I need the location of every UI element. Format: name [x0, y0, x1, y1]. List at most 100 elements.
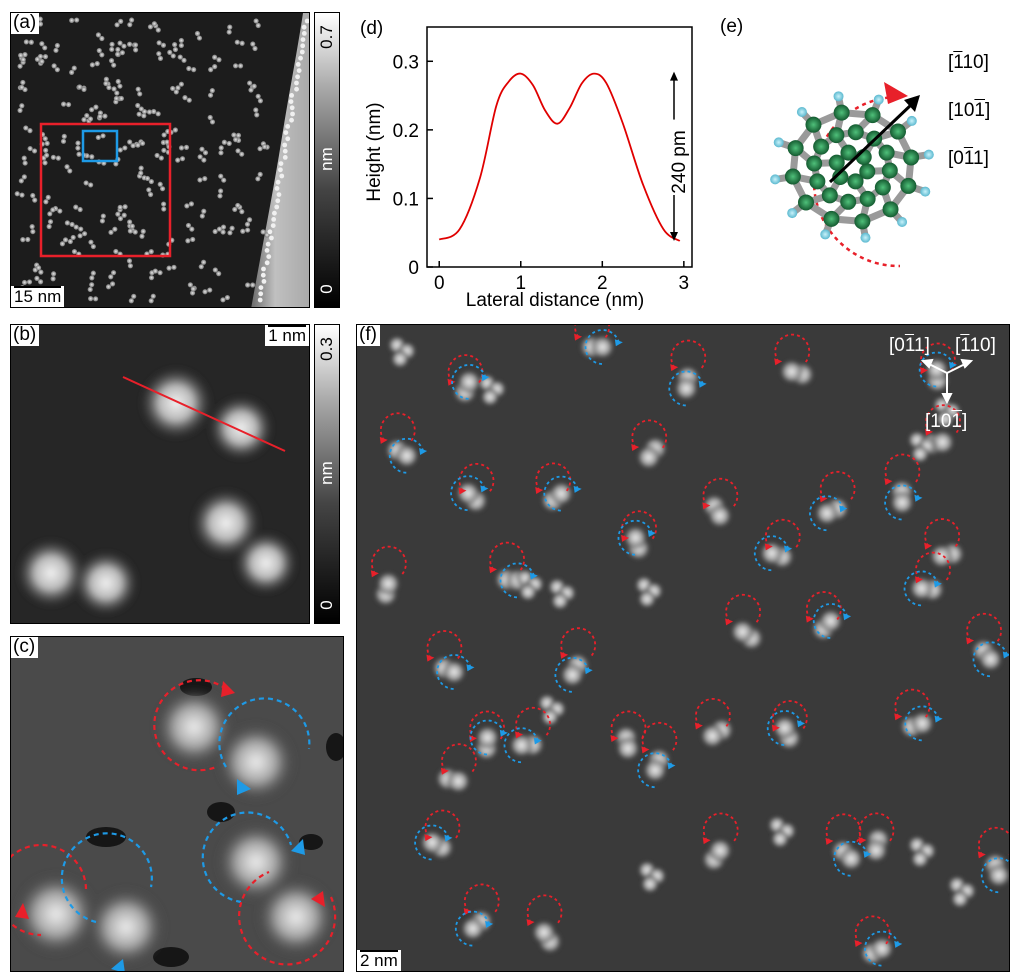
step-edge-molecule	[279, 173, 285, 179]
molecule-dot	[115, 78, 121, 85]
carbon-atom	[847, 124, 864, 141]
molecule-dot	[54, 42, 60, 49]
rotation-arc	[854, 915, 891, 945]
height-profile-chart: (d) 0 1 2 3 0 0.1 0.2 0.3 Lateral distance (nm)…	[360, 18, 693, 311]
panel-e-molecule: (e) [110] [101] [011]	[712, 12, 1010, 312]
molecule-dot	[250, 282, 256, 288]
rotation-arrowhead	[894, 940, 903, 948]
molecule-dot	[114, 22, 120, 28]
step-edge-molecule	[260, 272, 266, 278]
step-edge-molecule	[272, 210, 277, 216]
molecule-dot	[43, 152, 50, 158]
rotation-arrowhead	[819, 495, 828, 503]
molecule-dot	[126, 258, 133, 264]
rotation-arc	[560, 627, 597, 657]
molecule-dot	[99, 218, 106, 224]
rotation-arrowhead	[480, 485, 489, 493]
molecule-dot	[224, 294, 231, 301]
molecule-dot	[53, 47, 59, 53]
molecule-dot	[88, 239, 94, 245]
rotation-arc	[668, 370, 704, 407]
molecule-dot	[185, 222, 192, 229]
molecule-dot	[161, 132, 167, 138]
rotation-arc	[463, 883, 500, 913]
panel-d-label: (d)	[360, 18, 383, 39]
rotation-arrowhead	[1002, 651, 1009, 659]
molecule-dot	[118, 95, 124, 102]
molecule-dot	[90, 270, 96, 276]
rotation-arrowhead	[774, 358, 783, 366]
step-edge-molecule	[274, 204, 280, 210]
molecule-dot	[201, 157, 207, 163]
molecule-dot	[37, 279, 44, 285]
molecule-dot	[109, 46, 115, 52]
molecule-dot	[207, 114, 213, 121]
molecule-dot	[254, 112, 260, 118]
direction-label-1: [110]	[948, 52, 989, 73]
molecule	[758, 540, 785, 567]
rotation-arc	[805, 591, 842, 620]
carbon-atom	[878, 144, 895, 161]
molecule-dot	[171, 264, 177, 270]
panel-a-stm-image: (a) 15 nm	[10, 12, 310, 308]
molecule-dot	[172, 42, 178, 48]
molecule	[673, 375, 700, 402]
molecule-dot	[160, 42, 167, 48]
rotation-arrowhead	[933, 580, 942, 588]
rotation-arc	[370, 545, 407, 575]
molecule	[445, 768, 472, 795]
molecule-dot	[67, 238, 73, 245]
direction-label-2: [101]	[948, 100, 991, 121]
molecule-dot	[105, 284, 112, 290]
rotation-arrowhead	[499, 729, 508, 737]
carbon-atom	[903, 149, 920, 166]
molecule-dot	[103, 80, 109, 87]
rotation-arc	[499, 562, 535, 599]
rotation-arrowhead	[515, 731, 524, 739]
molecule-dot	[99, 52, 105, 58]
molecule-dot	[127, 22, 133, 28]
molecule-dot	[39, 41, 45, 47]
colorbar-a-unit: nm	[317, 147, 336, 171]
molecule-dot	[22, 160, 28, 166]
molecule-dot	[161, 206, 167, 212]
carbon-atom	[809, 173, 826, 190]
molecule-dot	[190, 236, 196, 243]
molecule-dot	[103, 76, 109, 82]
rotation-arc	[554, 657, 590, 693]
rotation-arc	[925, 404, 961, 434]
rotation-arc	[388, 437, 424, 474]
molecule-dot	[226, 140, 232, 147]
molecule-dot	[111, 86, 117, 92]
rotation-arrowhead	[424, 834, 433, 842]
compass-label-left: [011]	[889, 335, 930, 356]
step-edge-molecule	[294, 86, 299, 92]
rotation-arrowhead	[647, 529, 656, 537]
molecule	[706, 502, 733, 529]
rotation-arrowhead	[915, 576, 924, 584]
molecule	[771, 714, 798, 741]
step-edge-molecule	[269, 235, 274, 241]
molecule-dot	[31, 148, 38, 154]
panel-f-image	[357, 325, 1009, 971]
molecule-dot	[148, 178, 154, 185]
molecule-dot	[42, 160, 48, 166]
molecule-dot	[94, 61, 100, 67]
panel-a-image	[11, 13, 309, 307]
molecule-dot	[147, 24, 154, 30]
y-tick-label: 0.1	[393, 189, 419, 210]
molecule-dot	[96, 47, 102, 54]
rotation-arrowhead	[426, 654, 435, 662]
molecule-dot	[178, 81, 184, 87]
rotation-arc	[489, 541, 525, 571]
molecule-dot	[51, 63, 57, 69]
molecule	[778, 358, 805, 385]
carbon-atom	[832, 169, 849, 186]
molecule-dot	[156, 40, 162, 46]
molecule-dot	[89, 107, 95, 113]
molecule-dot	[253, 18, 259, 24]
panel-b-stm-image: (b) 1 nm	[10, 324, 310, 624]
rotation-arrowhead	[370, 570, 379, 578]
molecule-dot	[55, 155, 61, 161]
cluster-molecule	[550, 591, 570, 611]
